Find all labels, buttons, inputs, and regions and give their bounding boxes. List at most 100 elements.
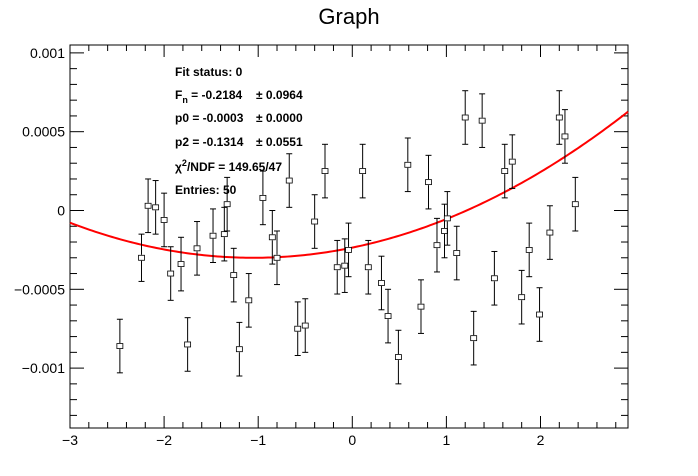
data-point — [417, 279, 425, 334]
data-point — [321, 143, 329, 199]
fn-parameter: Fn = -0.2184 — [175, 88, 243, 105]
data-point — [395, 329, 402, 385]
data-point — [268, 209, 276, 265]
data-points — [116, 90, 579, 385]
fit-status-label: Fit status: 0 — [175, 65, 243, 79]
data-marker — [478, 117, 486, 124]
data-marker — [273, 254, 281, 261]
data-point — [461, 90, 469, 145]
data-marker — [425, 179, 432, 186]
data-point — [184, 317, 192, 372]
p0-error: ± 0.0000 — [256, 111, 303, 125]
data-point — [404, 137, 412, 193]
data-marker — [443, 215, 451, 222]
y-tick-label: −0.001 — [22, 360, 65, 376]
data-marker — [167, 270, 175, 277]
entries-label: Entries: 50 — [175, 183, 237, 197]
data-marker — [525, 246, 533, 253]
data-marker — [359, 168, 367, 174]
y-axis-tick-labels: −0.001 −0.0005 0 0.0005 0.001 — [14, 45, 65, 376]
data-point — [384, 288, 392, 344]
data-point — [285, 153, 293, 208]
data-marker — [461, 114, 469, 121]
data-marker — [364, 264, 372, 271]
data-point — [364, 239, 372, 295]
data-point — [301, 298, 309, 353]
data-marker — [268, 234, 276, 241]
data-point — [138, 233, 145, 282]
data-marker — [470, 335, 478, 342]
x-axis-tick-labels: −3 −2 −1 0 1 2 — [62, 432, 545, 448]
x-tick-label: 1 — [442, 432, 450, 448]
data-point — [546, 205, 554, 260]
data-point — [259, 170, 267, 226]
data-marker — [160, 217, 168, 223]
data-point — [177, 236, 185, 292]
data-marker — [193, 245, 201, 252]
data-point — [508, 134, 516, 189]
data-point — [152, 180, 160, 235]
data-point — [144, 178, 152, 234]
x-tick-label: −3 — [62, 432, 78, 448]
data-marker — [138, 254, 145, 261]
axis-ticks — [69, 45, 628, 428]
data-marker — [453, 250, 461, 256]
data-point — [235, 321, 243, 377]
fn-error: ± 0.0964 — [256, 88, 303, 102]
data-marker — [144, 202, 152, 209]
data-point — [490, 250, 498, 306]
data-point — [378, 255, 385, 311]
data-point — [167, 246, 175, 301]
data-point — [245, 273, 253, 328]
data-point — [359, 143, 367, 199]
data-point — [561, 109, 569, 164]
plot-frame — [69, 44, 629, 429]
data-marker — [220, 231, 228, 238]
data-marker — [341, 262, 349, 269]
data-marker — [378, 280, 385, 286]
chart-title: Graph — [318, 4, 379, 29]
p2-parameter: p2 = -0.1314 — [175, 135, 244, 149]
data-marker — [561, 133, 569, 140]
data-marker — [177, 261, 185, 267]
data-marker — [555, 114, 563, 121]
data-point — [501, 143, 509, 199]
data-marker — [345, 246, 352, 253]
data-marker — [571, 201, 579, 208]
data-marker — [116, 343, 124, 349]
data-marker — [333, 264, 341, 271]
data-marker — [536, 311, 543, 318]
data-marker — [501, 168, 509, 174]
data-point — [220, 206, 228, 262]
data-point — [571, 176, 579, 232]
data-point — [433, 217, 441, 273]
data-marker — [433, 242, 441, 249]
data-marker — [490, 275, 498, 282]
data-point — [230, 247, 238, 303]
y-tick-label: 0.001 — [30, 45, 65, 61]
data-marker — [245, 297, 253, 304]
data-point — [345, 222, 352, 278]
data-point — [518, 269, 526, 325]
data-point — [341, 238, 349, 293]
x-tick-label: −1 — [250, 432, 266, 448]
data-point — [209, 208, 217, 264]
p0-parameter: p0 = -0.0003 — [175, 111, 244, 125]
data-marker — [230, 272, 238, 279]
data-marker — [152, 204, 160, 211]
data-marker — [508, 158, 516, 165]
data-marker — [417, 303, 425, 310]
data-marker — [441, 228, 448, 234]
chi2-ndf-label: χ2/NDF = 149.65/47 — [175, 158, 282, 174]
data-marker — [209, 232, 217, 239]
y-tick-label: 0.0005 — [22, 124, 65, 140]
data-marker — [311, 218, 319, 225]
data-point — [193, 221, 201, 276]
data-point — [453, 225, 461, 281]
x-tick-label: 0 — [348, 432, 356, 448]
data-point — [525, 222, 533, 278]
data-marker — [301, 322, 309, 329]
data-marker — [404, 161, 412, 168]
data-marker — [184, 341, 192, 348]
